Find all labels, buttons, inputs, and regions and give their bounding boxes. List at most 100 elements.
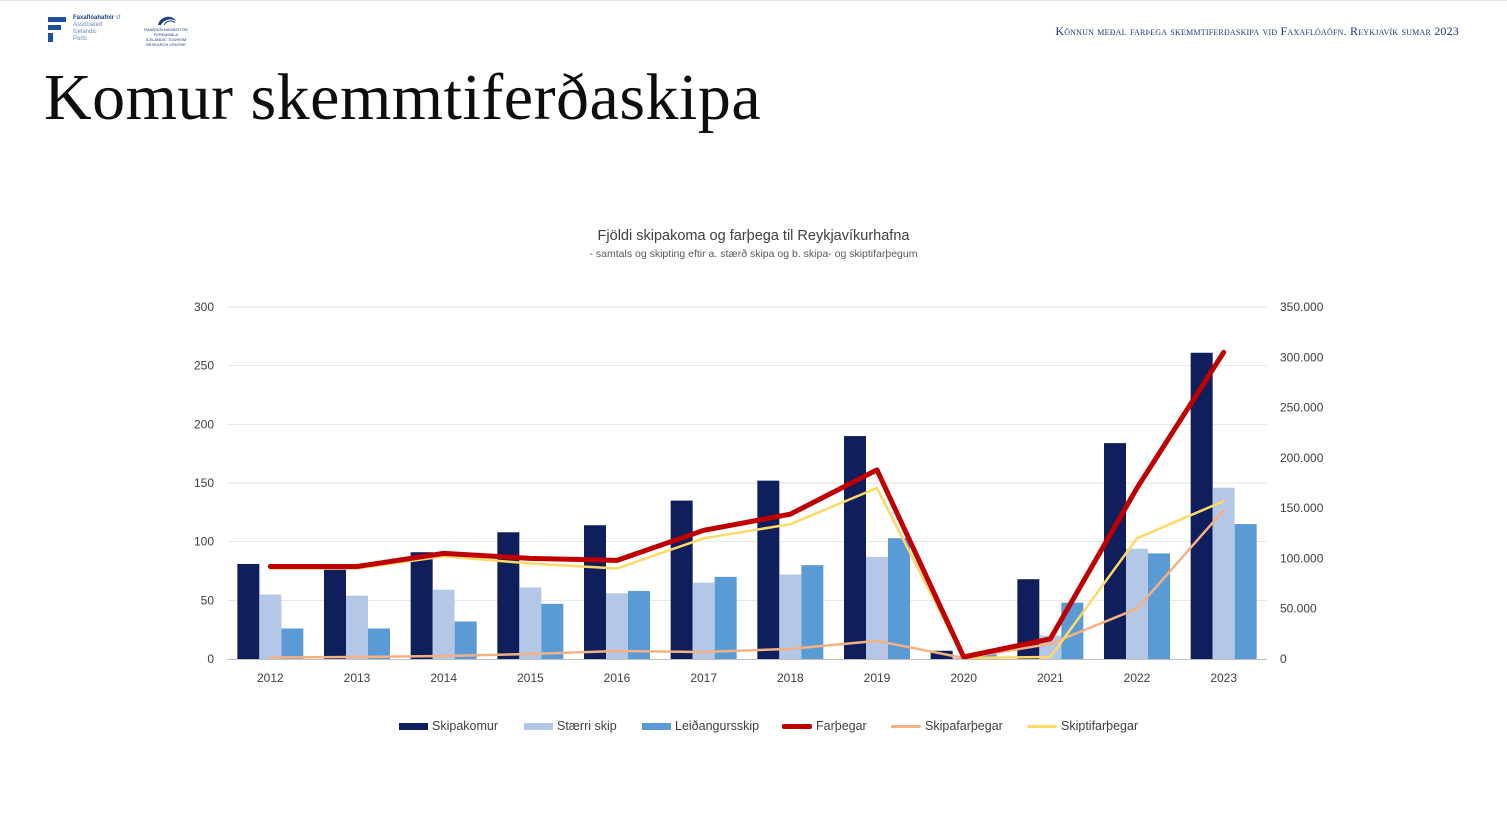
bar-skipakomur <box>844 436 866 659</box>
trc-logo-icon <box>158 16 176 26</box>
x-tick-label: 2022 <box>1124 671 1151 685</box>
legend-item-leidangursskip: Leiðangursskip <box>642 718 759 734</box>
x-tick-label: 2014 <box>430 671 457 685</box>
legend-item-skiptifarthegar: Skiptifarþegar <box>1027 718 1138 734</box>
top-border <box>0 0 1507 1</box>
chart-subtitle: - samtals og skipting eftir a. stærð ski… <box>589 248 918 260</box>
y-tick-label-right: 300.000 <box>1280 350 1324 364</box>
ports-logo-icon <box>48 17 66 42</box>
legend-label-skipafarthegar: Skipafarþegar <box>925 719 1003 733</box>
y-tick-label-left: 150 <box>194 476 214 490</box>
x-tick-label: 2021 <box>1037 671 1064 685</box>
bar-staerri-skip <box>692 582 715 659</box>
report-header-title: Könnun meðal farþega skemmtiferðaskipa v… <box>1055 24 1459 38</box>
bar-leidangursskip <box>974 653 997 659</box>
bar-skipakomur <box>670 500 693 659</box>
y-tick-label-right: 0 <box>1280 652 1287 666</box>
legend-label-skipakomur: Skipakomur <box>432 719 498 733</box>
bar-leidangursskip <box>888 538 910 659</box>
legend-swatch-skiptifarthegar <box>1027 724 1057 728</box>
bar-leidangursskip <box>541 603 564 659</box>
legend-swatch-staerri-skip <box>524 722 553 730</box>
legend-swatch-skipafarthegar <box>891 724 921 728</box>
y-tick-label-left: 0 <box>207 652 214 666</box>
bar-staerri-skip <box>519 587 542 659</box>
bar-skipakomur <box>1017 579 1040 659</box>
x-tick-label: 2016 <box>604 671 631 685</box>
trc-logo-line3: ICELANDIC TOURISM <box>145 37 187 42</box>
x-tick-label: 2013 <box>344 671 371 685</box>
bar-skipakomur <box>410 552 433 659</box>
page-title: Komur skemmtiferðaskipa <box>44 61 762 134</box>
bar-skipakomur <box>497 532 520 659</box>
y-tick-label-left: 100 <box>194 535 214 549</box>
legend-label-farthegar: Farþegar <box>816 719 867 733</box>
bar-leidangursskip <box>454 621 477 659</box>
trc-logo-text: RANNSÓKNAMIÐSTÖÐ FERÐAMÁLA ICELANDIC TOU… <box>142 27 190 47</box>
y-tick-label-left: 200 <box>194 417 214 431</box>
ports-logo-line1: Faxaflóahafnir <box>73 15 115 21</box>
legend-swatch-farthegar <box>782 723 812 729</box>
legend-item-skipakomur: Skipakomur <box>399 718 498 734</box>
bar-leidangursskip <box>281 628 304 659</box>
trc-logo-line2: FERÐAMÁLA <box>153 32 179 37</box>
x-tick-label: 2020 <box>950 671 977 685</box>
bar-staerri-skip <box>1126 548 1148 659</box>
bar-leidangursskip <box>714 576 737 659</box>
bar-leidangursskip <box>628 590 650 659</box>
bar-skipakomur <box>757 480 780 659</box>
y-tick-label-left: 50 <box>201 593 215 607</box>
bar-staerri-skip <box>866 556 888 659</box>
legend-item-skipafarthegar: Skipafarþegar <box>891 718 1003 734</box>
line-farthegar <box>267 349 1227 660</box>
x-tick-label: 2018 <box>777 671 804 685</box>
bar-staerri-skip <box>259 594 282 659</box>
bar-staerri-skip <box>606 593 628 659</box>
bar-skipakomur <box>237 563 260 659</box>
ports-logo-text: Faxaflóahafnir sf Associated Icelandic P… <box>73 15 120 43</box>
bar-skipakomur <box>584 525 606 659</box>
y-tick-label-right: 250.000 <box>1280 401 1324 415</box>
faxafloahafnir-logo: Faxaflóahafnir sf Associated Icelandic P… <box>46 15 128 45</box>
bar-leidangursskip <box>801 565 824 659</box>
y-tick-label-right: 350.000 <box>1280 300 1324 314</box>
y-tick-label-right: 150.000 <box>1280 501 1324 515</box>
x-tick-label: 2015 <box>517 671 544 685</box>
x-tick-label: 2012 <box>257 671 284 685</box>
chart-title: Fjöldi skipakoma og farþega til Reykjaví… <box>597 228 910 244</box>
bars <box>237 352 1257 659</box>
legend-item-staerri-skip: Stærri skip <box>524 718 617 734</box>
bar-leidangursskip <box>368 628 390 659</box>
gridlines <box>227 306 1267 601</box>
tourism-research-centre-logo: RANNSÓKNAMIÐSTÖÐ FERÐAMÁLA ICELANDIC TOU… <box>142 13 190 47</box>
x-tick-label: 2017 <box>690 671 717 685</box>
y-tick-label-right: 200.000 <box>1280 451 1324 465</box>
y-tick-label-right: 50.000 <box>1280 602 1317 616</box>
y-tick-label-right: 100.000 <box>1280 551 1324 565</box>
legend-label-leidangursskip: Leiðangursskip <box>675 719 760 733</box>
bar-leidangursskip <box>1061 602 1084 659</box>
line-skiptifarthegar <box>269 486 1225 660</box>
trc-logo-line4: RESEARCH CENTRE <box>146 42 186 47</box>
chart-legend: Skipakomur Stærri skip Leiðangursskip Fa… <box>0 718 1507 734</box>
y-tick-label-left: 300 <box>194 300 214 314</box>
x-tick-label: 2019 <box>864 671 891 685</box>
ports-logo-line1-rest: sf <box>114 15 121 21</box>
x-tick-label: 2023 <box>1210 671 1237 685</box>
bar-skipakomur <box>1190 352 1213 659</box>
ports-logo-line4: Ports <box>73 36 88 42</box>
axes: 300 250 200 150 100 50 0 350.000 300.000 250.000 2… <box>194 300 1324 685</box>
legend-swatch-leidangursskip <box>642 722 671 730</box>
legend-swatch-skipakomur <box>399 722 428 730</box>
legend-label-skiptifarthegar: Skiptifarþegar <box>1061 719 1139 733</box>
ports-logo-line2: Associated <box>73 22 103 28</box>
bar-skipakomur <box>324 566 346 659</box>
bar-staerri-skip <box>432 589 455 659</box>
legend-label-staerri-skip: Stærri skip <box>557 719 617 733</box>
bar-leidangursskip <box>1234 524 1257 659</box>
trc-logo-line1: RANNSÓKNAMIÐSTÖÐ <box>144 27 188 32</box>
bar-staerri-skip <box>1212 487 1235 659</box>
lines <box>267 349 1227 660</box>
legend-item-farthegar: Farþegar <box>782 718 867 734</box>
